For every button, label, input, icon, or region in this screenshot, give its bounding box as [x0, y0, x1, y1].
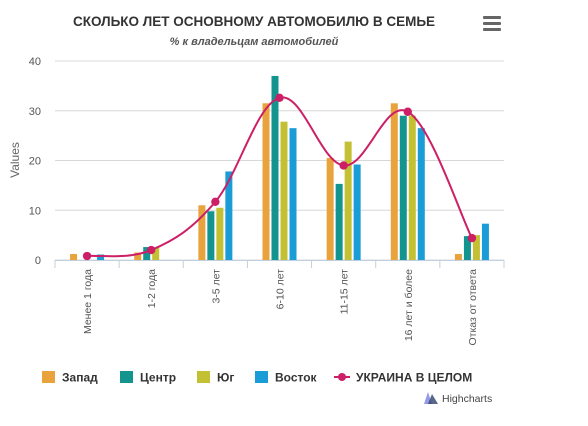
- legend-symbol: [120, 371, 133, 383]
- chart-subtitle: % к владельцам автомобилей: [170, 36, 339, 48]
- x-tick-label: 11-15 лет: [339, 269, 351, 315]
- series-point: [211, 197, 220, 206]
- bar: [417, 128, 425, 260]
- bar: [152, 247, 160, 260]
- x-tick-label: 6-10 лет: [275, 269, 287, 310]
- series-point: [82, 251, 92, 261]
- bar-series: [70, 75, 489, 260]
- x-axis: Менее 1 года 1-2 года 3-5 лет 6-10 лет 11-15…: [54, 260, 505, 346]
- bar: [326, 158, 334, 260]
- legend-symbol: [255, 371, 268, 383]
- x-tick-label: 1-2 года: [146, 269, 158, 308]
- legend-label: УКРАИНА В ЦЕЛОМ: [356, 371, 472, 385]
- legend-item[interactable]: Юг: [197, 371, 234, 385]
- y-tick-label: 30: [29, 106, 41, 118]
- y-tick-label: 40: [29, 56, 41, 68]
- menu-bar: [483, 16, 501, 19]
- y-axis-title: Values: [8, 142, 22, 178]
- bar: [454, 254, 462, 260]
- legend-label: Запад: [62, 371, 98, 385]
- series-point: [467, 233, 477, 243]
- bar: [70, 254, 78, 260]
- bar: [353, 164, 361, 260]
- series-line: [86, 96, 473, 258]
- y-tick-label: 10: [29, 205, 41, 217]
- bar: [225, 171, 233, 260]
- bar: [143, 247, 151, 260]
- series-point: [275, 93, 284, 103]
- legend-item[interactable]: Запад: [42, 371, 98, 385]
- bar: [262, 103, 270, 260]
- total-series-line: [82, 93, 477, 261]
- legend-label: Восток: [275, 371, 318, 385]
- bar: [390, 103, 398, 260]
- legend-label: Юг: [217, 371, 234, 385]
- legend-item[interactable]: УКРАИНА В ЦЕЛОМ: [334, 371, 472, 385]
- bar: [289, 128, 297, 260]
- bar: [472, 235, 480, 260]
- bar: [134, 252, 142, 260]
- legend-symbol: [42, 371, 55, 383]
- x-tick-label: 3-5 лет: [210, 269, 222, 304]
- chart-title: СКОЛЬКО ЛЕТ ОСНОВНОМУ АВТОМОБИЛЮ В СЕМЬЕ: [73, 14, 435, 29]
- bar: [97, 254, 105, 260]
- legend-label: Центр: [140, 371, 176, 385]
- credits[interactable]: Highcharts: [424, 392, 492, 405]
- legend-symbol: [197, 371, 210, 383]
- legend-marker: [338, 373, 346, 381]
- grid-lines: [55, 60, 504, 261]
- bar: [271, 75, 279, 260]
- bar: [216, 207, 224, 260]
- bar: [335, 183, 343, 260]
- menu-bar: [483, 28, 501, 31]
- bar: [408, 115, 416, 260]
- series-point: [403, 107, 412, 116]
- bar: [280, 121, 288, 260]
- bar: [399, 115, 407, 260]
- highcharts-logo-icon-part: [428, 394, 438, 404]
- legend-item[interactable]: Восток: [255, 371, 318, 385]
- credits-label: Highcharts: [442, 393, 492, 405]
- hamburger-menu-icon[interactable]: [480, 14, 504, 36]
- y-tick-label: 20: [29, 156, 41, 168]
- x-tick-label: Менее 1 года: [82, 269, 94, 334]
- series-point: [339, 161, 348, 170]
- x-tick-label: 16 лет и более: [403, 269, 415, 341]
- y-tick-label: 0: [35, 255, 41, 267]
- bar: [481, 223, 489, 260]
- bar: [207, 211, 215, 260]
- legend-item[interactable]: Центр: [120, 371, 176, 385]
- series-point: [147, 245, 156, 255]
- bar: [463, 236, 471, 260]
- legend: Запад Центр Юг Восток УКРАИНА В ЦЕЛОМ: [42, 371, 472, 385]
- x-tick-label: Отказ от ответа: [467, 269, 479, 346]
- menu-bar: [483, 22, 501, 25]
- bar: [344, 141, 352, 260]
- y-axis-ticks: 0 10 20 30 40: [29, 56, 41, 267]
- bar: [198, 205, 206, 260]
